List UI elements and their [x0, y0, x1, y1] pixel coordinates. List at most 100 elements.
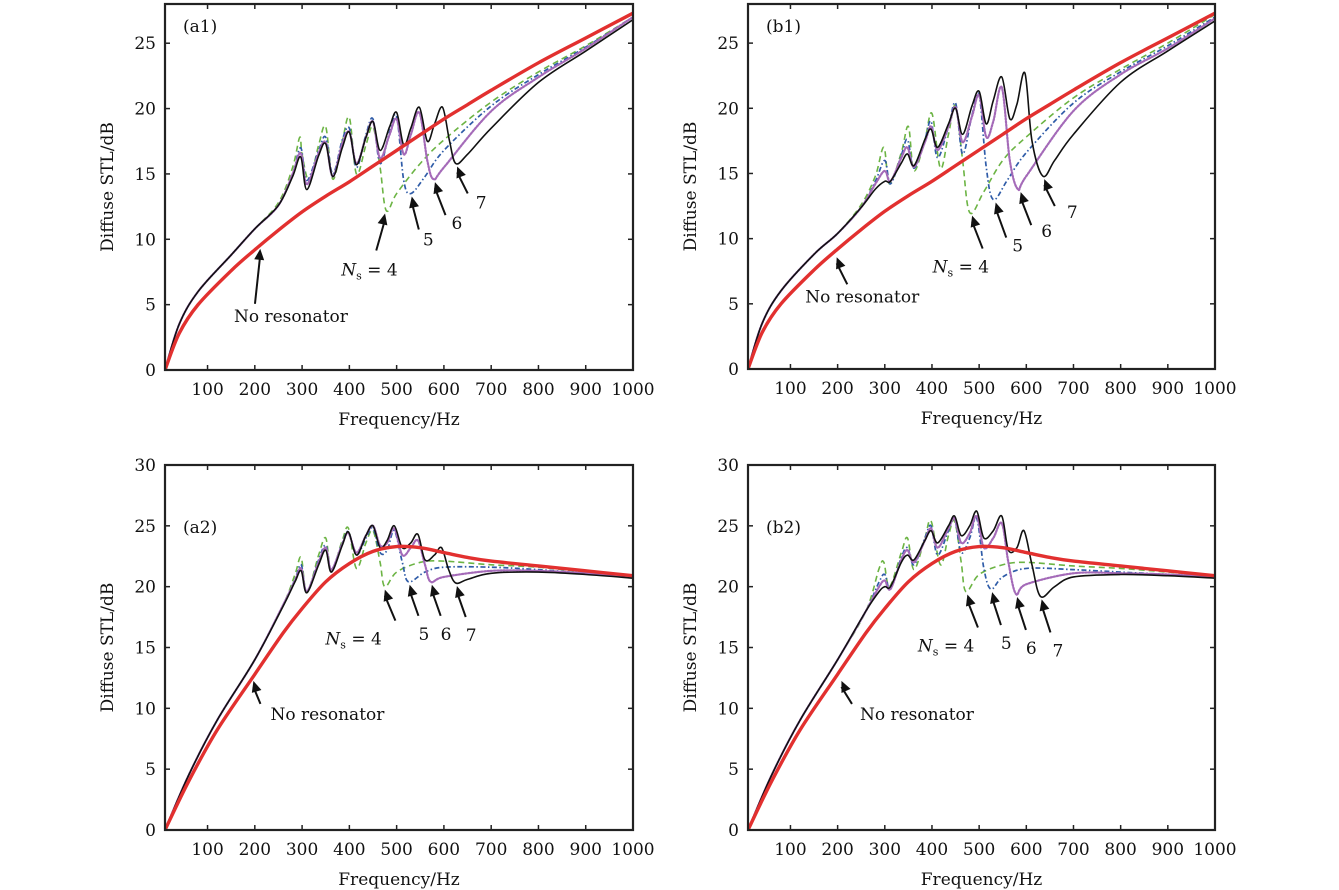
- series-line-ns-4: [748, 13, 1215, 369]
- series-layer: [165, 11, 633, 370]
- x-tick-label: 100: [774, 840, 806, 860]
- annotation-no-resonator: No resonator: [860, 705, 975, 725]
- x-tick-label: 200: [821, 840, 853, 860]
- x-tick-label: 800: [1104, 379, 1136, 399]
- arrowhead-icon: [456, 166, 466, 179]
- panel-a1: 100 200 300 400 500 600 700 800 900 1000 0 5 10 15 20 2…: [98, 2, 655, 430]
- series-line-ns-7: [165, 19, 633, 370]
- axes-box: [163, 2, 635, 372]
- annotation-arrow: [994, 202, 1008, 238]
- annotation-no-resonator: No resonator: [805, 287, 920, 307]
- annotation-arrow: [965, 594, 979, 628]
- x-tick-label: 800: [1104, 840, 1136, 860]
- y-tick-label: 25: [717, 34, 739, 54]
- series-line-no-resonator: [165, 11, 633, 370]
- y-axis-label: Diffuse STL/dB: [98, 583, 118, 713]
- x-tick-label: 300: [869, 840, 901, 860]
- annotation-arrow: [1015, 596, 1027, 631]
- x-tick-label: 500: [963, 840, 995, 860]
- series-line-no-resonator: [165, 544, 633, 830]
- y-axis-label: Diffuse STL/dB: [98, 122, 118, 252]
- annotation-arrow: [375, 213, 388, 251]
- x-tick-label: 100: [191, 380, 223, 400]
- x-tick-label: 900: [570, 840, 602, 860]
- arrowhead-icon: [994, 202, 1004, 215]
- series-line-ns-4: [748, 519, 1215, 830]
- annotation-arrow: [970, 215, 984, 249]
- x-tick-label: 200: [239, 380, 271, 400]
- annotation-ns-value: 5: [1001, 634, 1012, 654]
- arrowhead-icon: [836, 257, 846, 270]
- x-tick-label: 700: [475, 840, 507, 860]
- panel-tag: (a2): [183, 518, 217, 538]
- annotation-ns-value: 7: [476, 193, 487, 213]
- series-line-ns-5: [748, 16, 1215, 369]
- panel-tag: (b2): [766, 518, 801, 538]
- x-tick-label: 900: [570, 380, 602, 400]
- x-tick-label: 400: [916, 379, 948, 399]
- annotation-no-resonator: No resonator: [270, 705, 385, 725]
- series-line-ns-7: [748, 510, 1215, 830]
- series-line-no-resonator: [748, 544, 1215, 830]
- arrowhead-icon: [254, 248, 265, 261]
- panel-b1: 100 200 300 400 500 600 700 800 900 1000 0 5 10 15 20 2…: [681, 2, 1237, 429]
- annotation-ns-value: 7: [466, 626, 477, 646]
- y-tick-label: 10: [717, 699, 739, 719]
- arrowhead-icon: [1039, 599, 1050, 612]
- series-layer: [748, 510, 1215, 830]
- y-tick-label: 10: [134, 699, 156, 719]
- annotation-arrow: [1019, 192, 1033, 226]
- annotation-no-resonator: No resonator: [234, 307, 349, 327]
- arrowhead-icon: [409, 196, 419, 209]
- annotation-arrow: [835, 257, 849, 285]
- arrowhead-icon: [377, 213, 388, 226]
- y-tick-label: 0: [145, 821, 156, 841]
- y-tick-label: 25: [717, 517, 739, 537]
- x-tick-label: 700: [1057, 840, 1089, 860]
- x-axis-label: Frequency/Hz: [921, 409, 1043, 429]
- y-tick-label: 30: [717, 456, 739, 476]
- series-line-ns-6: [748, 514, 1215, 830]
- x-axis-label: Frequency/Hz: [338, 410, 460, 430]
- y-tick-label: 0: [728, 821, 739, 841]
- annotation-ns-label: Ns = 4: [917, 637, 974, 659]
- x-tick-label: 300: [286, 380, 318, 400]
- y-tick-label: 5: [145, 296, 156, 316]
- arrowhead-icon: [841, 680, 851, 693]
- y-tick-label: 15: [717, 639, 739, 659]
- annotation-ns-value: 7: [1052, 641, 1063, 661]
- series-line-no-resonator: [748, 11, 1215, 369]
- y-tick-label: 15: [134, 165, 156, 185]
- annotation-ns-value: 5: [423, 231, 434, 251]
- annotation-ns-value: 6: [452, 214, 463, 234]
- x-tick-label: 200: [239, 840, 271, 860]
- y-tick-label: 20: [134, 578, 156, 598]
- x-tick-label: 400: [333, 380, 365, 400]
- y-tick-label: 25: [134, 517, 156, 537]
- annotation-ns-label: Ns = 4: [324, 630, 381, 652]
- x-tick-label: 100: [774, 379, 806, 399]
- arrowhead-icon: [1019, 192, 1029, 205]
- y-tick-label: 10: [717, 230, 739, 250]
- annotation-ns-value: 5: [418, 625, 429, 645]
- x-axis-label: Frequency/Hz: [338, 870, 460, 890]
- y-tick-label: 5: [145, 760, 156, 780]
- x-tick-label: 800: [522, 840, 554, 860]
- x-tick-label: 700: [1057, 379, 1089, 399]
- x-tick-label: 500: [380, 380, 412, 400]
- y-tick-label: 15: [717, 164, 739, 184]
- y-tick-label: 30: [134, 456, 156, 476]
- x-tick-label: 700: [475, 380, 507, 400]
- x-tick-label: 500: [963, 379, 995, 399]
- y-tick-label: 0: [728, 360, 739, 380]
- arrowhead-icon: [455, 586, 465, 598]
- x-tick-label: 1000: [1193, 379, 1236, 399]
- annotation-arrow: [1039, 599, 1052, 633]
- series-line-ns-7: [748, 20, 1215, 369]
- arrowhead-icon: [990, 592, 1000, 605]
- annotation-ns-value: 6: [1041, 222, 1052, 242]
- x-tick-label: 400: [916, 840, 948, 860]
- y-tick-label: 5: [728, 295, 739, 315]
- arrowhead-icon: [1043, 179, 1053, 192]
